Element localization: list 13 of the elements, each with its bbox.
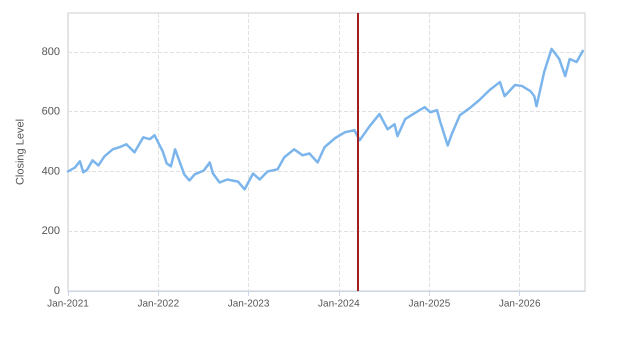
x-tick-label: Jan-2023: [228, 298, 270, 310]
x-tick-label: Jan-2024: [318, 298, 360, 310]
x-tick-label: Jan-2026: [498, 298, 541, 310]
y-tick-label: 400: [42, 165, 60, 178]
x-tick-label: Jan-2021: [47, 298, 90, 310]
y-tick-label: 0: [54, 285, 60, 297]
y-tick-label: 800: [42, 46, 60, 58]
y-axis-title: Closing Level: [14, 118, 26, 186]
x-tick-label: Jan-2022: [137, 298, 180, 310]
y-tick-label: 600: [42, 106, 60, 118]
x-tick-label: Jan-2025: [408, 298, 451, 310]
y-tick-label: 200: [42, 225, 60, 238]
line-series: [66, 48, 584, 191]
